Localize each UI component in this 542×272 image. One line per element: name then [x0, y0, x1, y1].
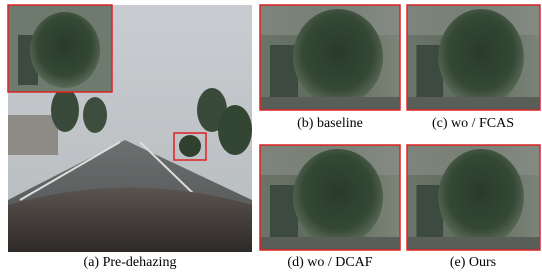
caption: (a) Pre-dehazing	[84, 255, 177, 270]
panel-e-image	[407, 145, 540, 250]
figure: (a) Pre-dehazing (b) baseline (c) wo / F…	[0, 0, 542, 272]
panel-c-image	[407, 5, 540, 110]
caption: (c) wo / FCAS	[432, 116, 514, 131]
panel-a-image	[8, 5, 252, 252]
caption: (e) Ours	[450, 255, 496, 270]
caption: (b) baseline	[297, 116, 363, 131]
inset	[8, 5, 112, 92]
caption: (d) wo / DCAF	[287, 255, 372, 270]
panel-d-image	[260, 145, 400, 250]
panel-b-image	[260, 5, 400, 110]
